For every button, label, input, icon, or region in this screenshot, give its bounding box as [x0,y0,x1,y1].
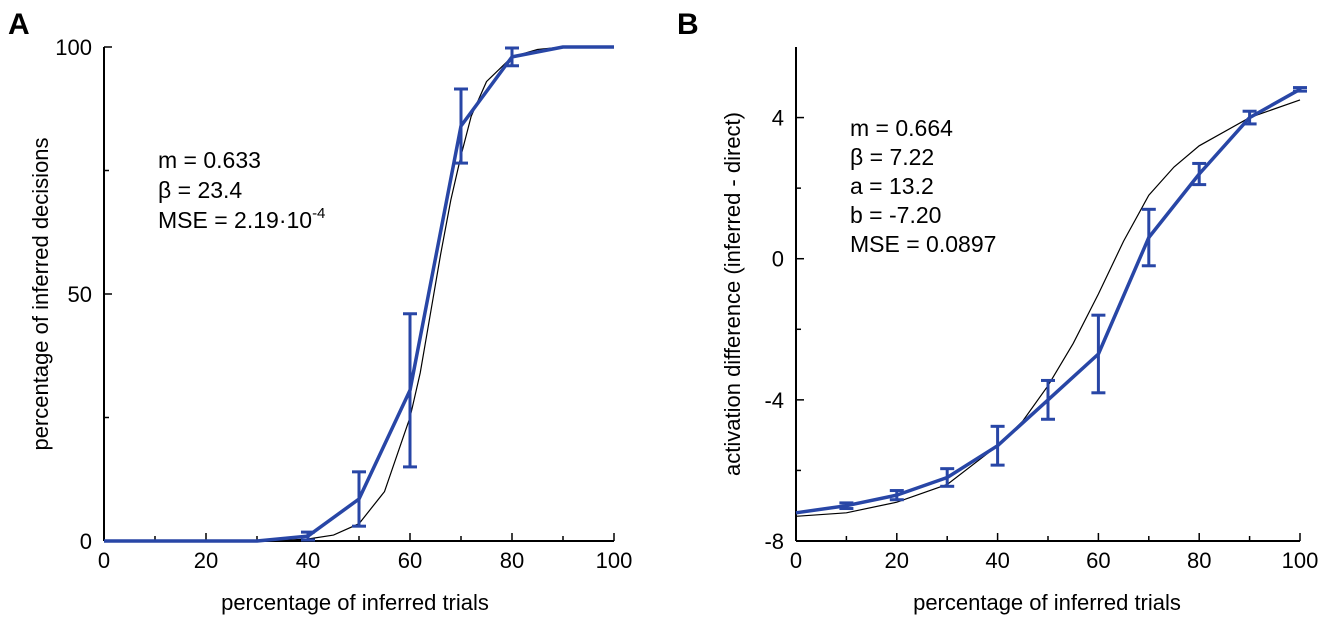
panel-a-y-tick-label: 0 [80,529,92,554]
panel-a-annotation-beta: β = 23.4 [158,177,242,203]
panel-a-x-tick-label: 20 [194,548,218,573]
panel-a-letter: A [8,8,30,41]
panel-b-fit-curve [795,99,1301,517]
panel-a-mse-exponent: -4 [312,205,325,222]
panel-b-x-axis-label: percentage of inferred trials [913,590,1181,615]
panel-a-y-tick-label: 100 [55,35,92,60]
panel-a-y-tick-label: 50 [68,282,92,307]
panel-b-x-tick-label: 80 [1187,548,1211,573]
panel-b-y-tick-label: 4 [772,106,784,131]
panel-a-annotation-mse: MSE = 2.19·10-4 [158,205,325,233]
panel-b-annotation-a: a = 13.2 [850,173,934,199]
panel-b: B m = 0.664 β = 7.22 a = 13.2 b = -7.20 … [677,8,1318,615]
panel-a-x-tick-label: 60 [398,548,422,573]
panel-a: A m = 0.633 β = 23.4 MSE = 2.19·10-4 per… [8,8,632,615]
panel-a-x-axis-label: percentage of inferred trials [221,590,489,615]
panel-a-x-tick-label: 40 [296,548,320,573]
panel-a-fit-curve [256,46,614,542]
panel-a-y-axis-label: percentage of inferred decisions [28,137,53,450]
panel-b-y-tick-label: -8 [764,529,784,554]
panel-a-mse-base: MSE = 2.19·10 [158,207,312,233]
panel-b-annotation-mse: MSE = 0.0897 [850,231,996,257]
panel-b-annotation-m: m = 0.664 [850,115,953,141]
panel-b-x-tick-label: 60 [1086,548,1110,573]
panel-a-annotation-m: m = 0.633 [158,147,261,173]
panel-a-x-tick-label: 100 [596,548,633,573]
panel-b-letter: B [677,8,699,41]
panel-b-y-tick-label: 0 [772,247,784,272]
panel-b-y-tick-label: -4 [764,388,784,413]
panel-b-x-tick-label: 40 [985,548,1009,573]
panel-b-annotation-b: b = -7.20 [850,202,941,228]
panel-b-y-axis-label: activation difference (inferred - direct… [720,112,745,476]
panel-b-x-tick-label: 100 [1282,548,1319,573]
panel-a-x-tick-label: 0 [98,548,110,573]
panel-a-x-tick-label: 80 [500,548,524,573]
panel-b-x-tick-label: 0 [790,548,802,573]
panel-a-data-line [104,45,614,543]
panel-b-x-tick-label: 20 [885,548,909,573]
panel-b-annotation-beta: β = 7.22 [850,144,934,170]
